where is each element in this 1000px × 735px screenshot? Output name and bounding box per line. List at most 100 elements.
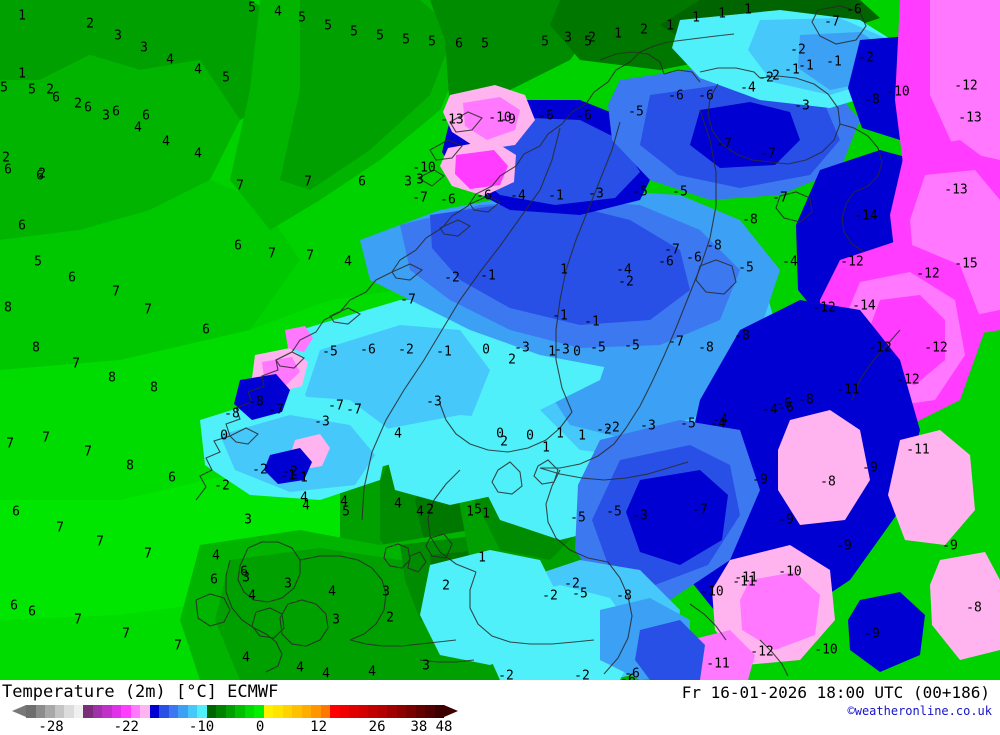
- temperature-label: 6: [68, 270, 76, 286]
- temperature-label: -7: [346, 402, 362, 418]
- temperature-label: 3: [382, 584, 390, 600]
- temperature-label: -13: [958, 110, 982, 126]
- temperature-label: -13: [944, 182, 968, 198]
- color-swatch: [64, 705, 74, 718]
- temperature-label: 7: [306, 248, 314, 264]
- temperature-label: 3: [114, 28, 122, 44]
- temperature-label: -9: [862, 460, 878, 476]
- temperature-label: -6: [576, 108, 592, 124]
- color-swatch: [149, 705, 159, 718]
- temperature-label: 7: [268, 246, 276, 262]
- temperature-label: 6: [10, 598, 18, 614]
- temperature-label: -4: [740, 80, 756, 96]
- scale-tick-label: -22: [113, 719, 139, 735]
- temperature-label: -10: [814, 642, 838, 658]
- temperature-label: 3: [404, 174, 412, 190]
- color-swatch: [396, 705, 406, 718]
- color-swatch: [159, 705, 169, 718]
- temperature-label: -2: [398, 342, 414, 358]
- temperature-label: -5: [628, 104, 644, 120]
- scale-tick-label: -28: [38, 719, 64, 735]
- temperature-label: -8: [224, 406, 240, 422]
- temperature-label: 1: [614, 26, 622, 42]
- temperature-label: 7: [304, 174, 312, 190]
- temperature-label: -10: [778, 564, 802, 580]
- chart-title: Temperature (2m) [°C] ECMWF: [2, 682, 279, 702]
- temperature-label: 6: [240, 564, 248, 580]
- temperature-label: 7: [56, 520, 64, 536]
- color-swatch: [254, 705, 264, 718]
- temperature-label: 1: [556, 426, 564, 442]
- temperature-label: 1: [478, 550, 486, 566]
- temperature-label: -3: [314, 414, 330, 430]
- temperature-label: -5: [570, 510, 586, 526]
- temperature-label: 1: [692, 10, 700, 26]
- temperature-label: 3: [284, 576, 292, 592]
- color-swatch: [178, 705, 188, 718]
- temperature-label: 4: [248, 588, 256, 604]
- temperature-label: 3: [244, 512, 252, 528]
- temperature-label: -7: [268, 402, 284, 418]
- temperature-label: -3: [426, 394, 442, 410]
- legend-bar: Temperature (2m) [°C] ECMWF Fr 16-01-202…: [0, 680, 1000, 735]
- temperature-label: -1: [292, 470, 308, 486]
- temperature-label: -7: [824, 14, 840, 30]
- temperature-label: -2: [564, 576, 580, 592]
- temperature-label: -15: [954, 256, 978, 272]
- color-swatch: [216, 705, 226, 718]
- temperature-label: -11: [906, 442, 930, 458]
- temperature-label: -2: [282, 464, 298, 480]
- temperature-label: 5: [376, 28, 384, 44]
- temperature-label: 7: [144, 546, 152, 562]
- temperature-label: 5: [28, 82, 36, 98]
- temperature-label: 5: [222, 70, 230, 86]
- temperature-label: -6: [776, 396, 792, 412]
- temperature-label: -6: [846, 2, 862, 18]
- temperature-label: 4: [322, 666, 330, 681]
- temperature-label: 3: [140, 40, 148, 56]
- temperature-label: 7: [122, 626, 130, 642]
- temperature-label: -6: [538, 108, 554, 124]
- temperature-label: 3: [564, 30, 572, 46]
- temperature-label: -13: [440, 112, 464, 128]
- temperature-label: 8: [32, 340, 40, 356]
- temperature-label: -8: [706, 238, 722, 254]
- temperature-label: -10: [412, 160, 436, 176]
- temperature-label: 5: [350, 24, 358, 40]
- temperature-label: 8: [150, 380, 158, 396]
- temperature-label: 6: [202, 322, 210, 338]
- temperature-label: -7: [692, 502, 708, 518]
- temperature-label: -9: [942, 538, 958, 554]
- temperature-label: -1: [798, 58, 814, 74]
- temperature-label: -5: [572, 586, 588, 602]
- temperature-label: -14: [852, 298, 876, 314]
- temperature-label: 5: [402, 32, 410, 48]
- temperature-label: -8: [820, 474, 836, 490]
- temperature-label: 7: [84, 444, 92, 460]
- temperature-label: -12: [840, 254, 864, 270]
- temperature-label: -3: [588, 186, 604, 202]
- temperature-label: 5: [342, 504, 350, 520]
- temperature-label: 4: [194, 62, 202, 78]
- color-swatch: [140, 705, 150, 718]
- color-swatch: [168, 705, 178, 718]
- color-swatch: [387, 705, 397, 718]
- color-swatch: [73, 705, 83, 718]
- temperature-label: 4: [274, 4, 282, 20]
- scale-tick-label: 0: [255, 719, 265, 735]
- scale-tick-label: 48: [435, 719, 453, 735]
- temperature-label: -10: [886, 84, 910, 100]
- temperature-label: 7: [96, 534, 104, 550]
- temperature-label: -12: [954, 78, 978, 94]
- temperature-label: -1: [280, 468, 296, 484]
- temperature-label: -11: [734, 570, 758, 586]
- color-swatch: [415, 705, 425, 718]
- temperature-label: -12: [812, 300, 836, 316]
- temperature-label: -4: [510, 188, 526, 204]
- temperature-label: 1: [542, 440, 550, 456]
- temperature-label: 4: [368, 664, 376, 680]
- temperature-label: -2: [498, 668, 514, 681]
- temperature-label: -7: [668, 334, 684, 350]
- temperature-label: -6: [658, 254, 674, 270]
